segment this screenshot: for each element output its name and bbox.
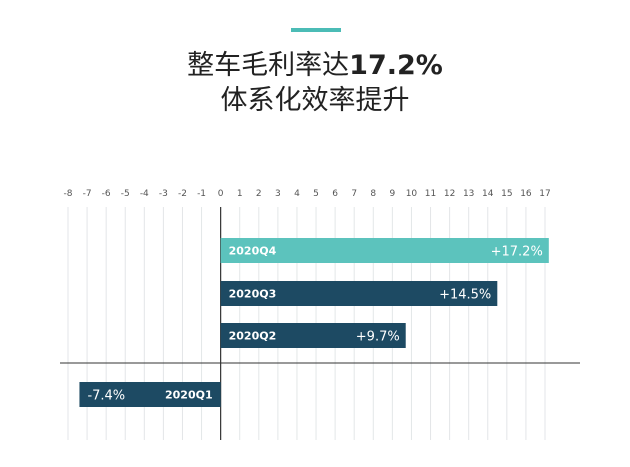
bar-category-label: 2020Q1 xyxy=(165,389,213,402)
x-tick-label: 7 xyxy=(351,189,357,199)
x-tick-label: 11 xyxy=(425,189,436,199)
x-tick-label: 1 xyxy=(237,189,243,199)
bar-value-label: -7.4% xyxy=(87,389,125,404)
bar-value-label: +14.5% xyxy=(439,288,491,303)
x-tick-label: 12 xyxy=(444,189,455,199)
bar-2020q2 xyxy=(220,323,406,348)
x-tick-label: 9 xyxy=(389,189,395,199)
bar-category-label: 2020Q3 xyxy=(229,288,277,301)
x-tick-label: 15 xyxy=(501,189,512,199)
x-tick-label: 3 xyxy=(275,189,281,199)
x-tick-label: -8 xyxy=(64,189,73,199)
bar-value-label: +17.2% xyxy=(491,245,543,260)
x-tick-label: 8 xyxy=(370,189,376,199)
bar-2020q4 xyxy=(220,238,549,263)
x-tick-label: -3 xyxy=(159,189,168,199)
title-highlight-value: 17.2% xyxy=(349,50,443,81)
x-tick-label: -6 xyxy=(102,189,111,199)
title-prefix: 整车毛利率达 xyxy=(187,50,350,81)
x-tick-label: 0 xyxy=(218,189,224,199)
x-tick-label: 13 xyxy=(463,189,474,199)
x-tick-label: 16 xyxy=(520,189,532,199)
chart-title-line1: 整车毛利率达17.2% xyxy=(0,49,630,83)
bar-2020q1 xyxy=(79,382,221,407)
bar-category-label: 2020Q2 xyxy=(229,330,277,343)
x-tick-label: -1 xyxy=(197,189,206,199)
x-tick-label: 10 xyxy=(406,189,418,199)
x-tick-label: -7 xyxy=(83,189,92,199)
bar-value-label: +9.7% xyxy=(356,330,400,345)
chart-title-line2: 体系化效率提升 xyxy=(220,85,410,116)
x-tick-label: -2 xyxy=(178,189,187,199)
bar-2020q3 xyxy=(220,281,498,306)
x-tick-label: -4 xyxy=(140,189,149,199)
title-accent-bar xyxy=(291,28,341,32)
x-tick-label: 14 xyxy=(482,189,494,199)
x-tick-label: 6 xyxy=(332,189,338,199)
x-tick-label: 5 xyxy=(313,189,319,199)
bar-category-label: 2020Q4 xyxy=(229,245,277,258)
x-tick-label: -5 xyxy=(121,189,130,199)
x-tick-label: 2 xyxy=(256,189,262,199)
x-tick-label: 4 xyxy=(294,189,300,199)
x-tick-label: 17 xyxy=(539,189,550,199)
